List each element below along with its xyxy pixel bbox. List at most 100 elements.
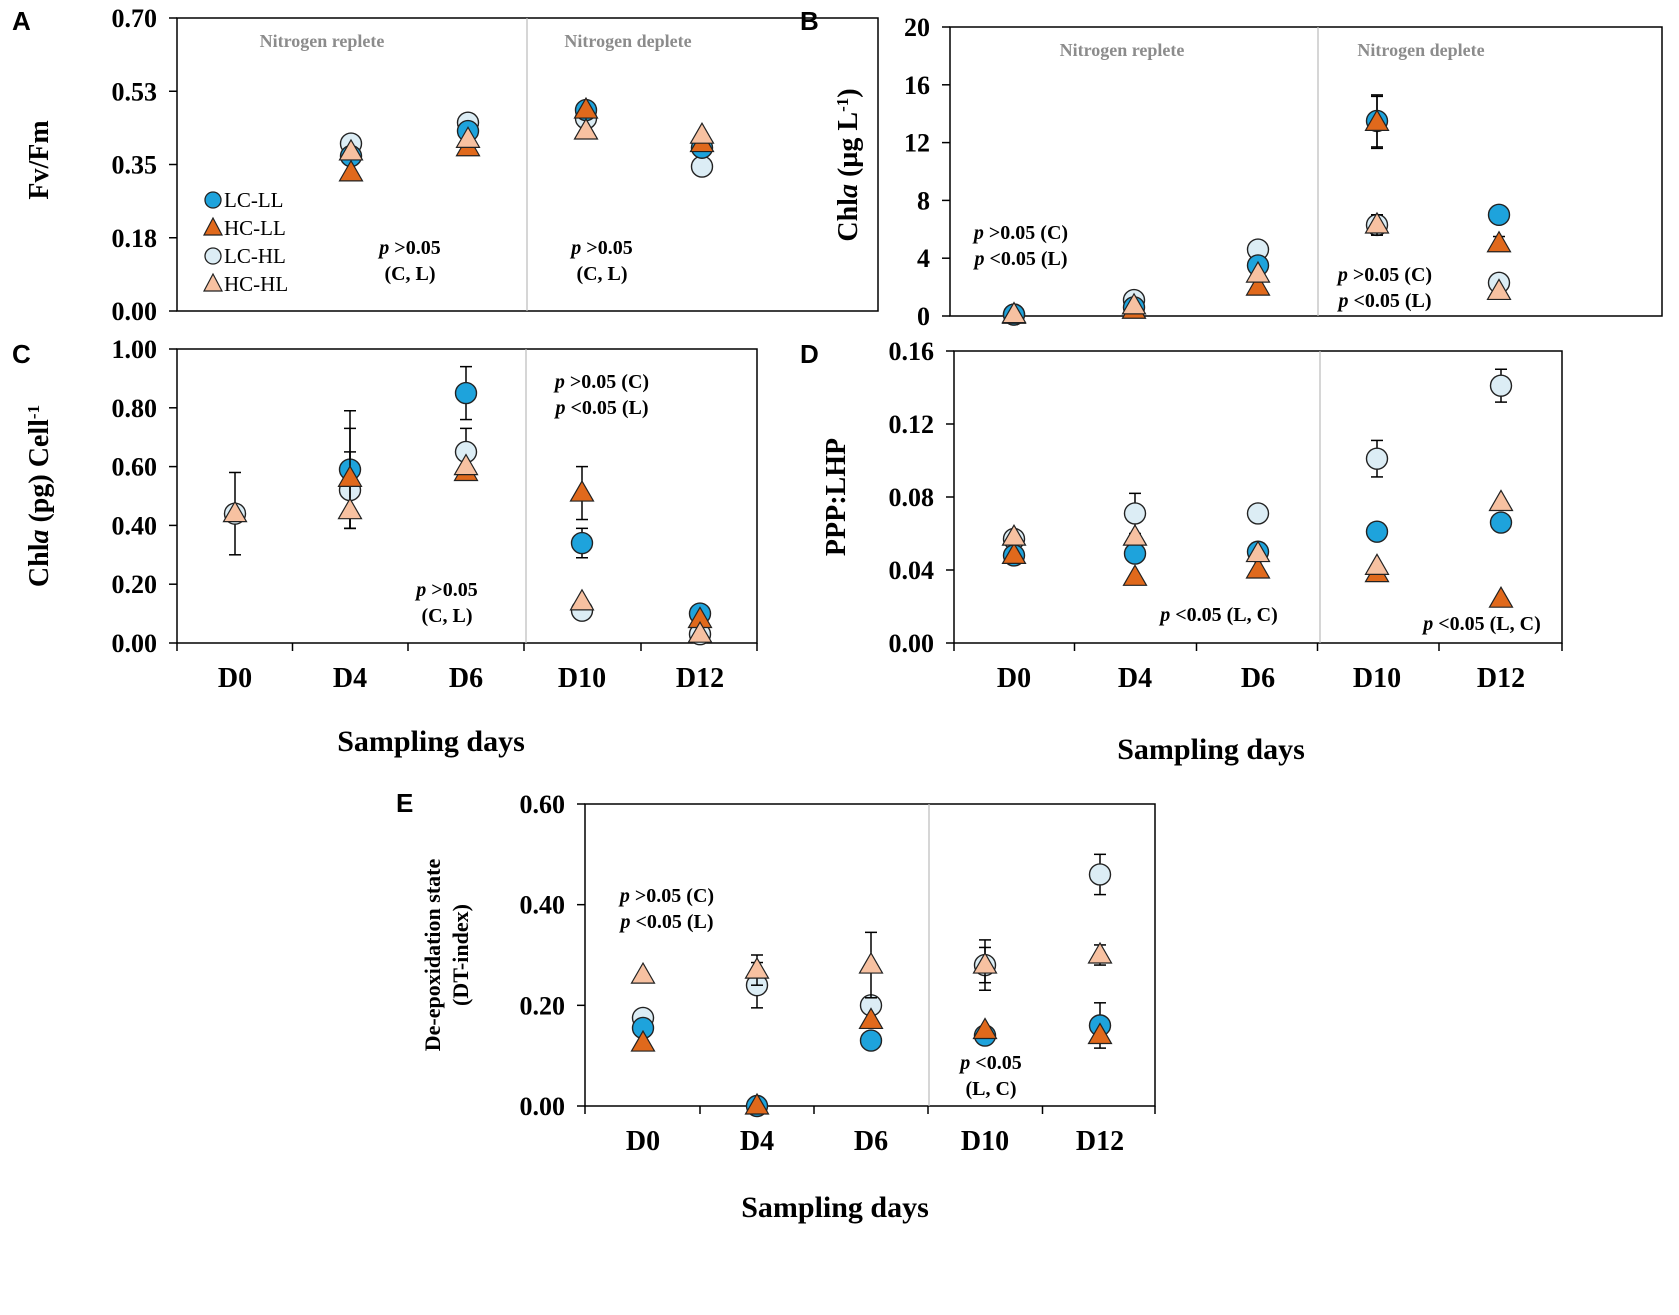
y-tick-label: 12	[904, 129, 930, 158]
y-tick-label: 0.00	[112, 629, 158, 658]
significance-annotation: p <0.05 (L)	[553, 397, 648, 419]
x-tick-label: D4	[333, 663, 367, 694]
x-tick-label: D12	[676, 663, 724, 694]
y-tick-label: 0.20	[520, 991, 566, 1020]
significance-annotation: p >0.05 (C)	[972, 222, 1068, 244]
annotation-text: <0.05 (L, C)	[1433, 613, 1541, 635]
point-hc-hl-d6	[455, 126, 481, 148]
point-lc-ll-d10	[1365, 520, 1389, 543]
annotation-text: >0.05	[426, 579, 477, 601]
point-hc-ll-d12	[1486, 230, 1512, 253]
annotation-text: <0.05 (L)	[984, 248, 1067, 270]
annotation-text: <0.05 (L)	[565, 397, 648, 419]
plot-frame	[953, 350, 1563, 644]
point-lc-hl-d4	[1123, 502, 1147, 525]
p-symbol: p	[1336, 290, 1348, 312]
annotation-text: (C, L)	[421, 605, 472, 627]
significance-annotation: p <0.05 (L)	[972, 248, 1067, 270]
p-symbol: p	[618, 911, 630, 933]
y-tick-label: 8	[917, 186, 930, 215]
significance-annotation: (L, C)	[965, 1078, 1016, 1100]
panel-D: D 0.00 0.04 0.08 0.12 0.16 D0 D4 D6 D10 D12 PPP:LHP…	[800, 337, 1563, 766]
region-label: Nitrogen replete	[260, 31, 385, 51]
annotation-text: <0.05 (L, C)	[1170, 604, 1278, 626]
point-hc-hl-d10	[1364, 553, 1390, 575]
region-label: Nitrogen deplete	[1357, 40, 1484, 60]
point-hc-hl-d4	[338, 138, 364, 161]
y-axis-title-part: -1	[24, 405, 43, 419]
point-hc-hl-d12	[1087, 941, 1113, 964]
y-axis-title-part: a	[24, 530, 55, 544]
legend-marker-hc-hl	[203, 272, 223, 292]
significance-annotation: (C, L)	[576, 263, 627, 285]
legend-label: HC-LL	[224, 216, 286, 240]
point-hc-hl-d6	[1245, 540, 1271, 563]
point-hc-hl-d12	[687, 620, 713, 643]
y-axis-title: PPP:LHP	[821, 438, 852, 556]
panel-C: C 0.00 0.20 0.40 0.60 0.80 1.00 D0 D4 D6 D10 D12 Chl…	[12, 335, 758, 758]
region-label: Nitrogen replete	[1060, 40, 1185, 60]
p-symbol: p	[618, 885, 630, 907]
y-axis-title-line: De-epoxidation state	[420, 859, 445, 1052]
point-hc-ll-d10	[569, 479, 595, 502]
panel-letter: D	[800, 339, 819, 369]
significance-annotation: p <0.05 (L)	[1336, 290, 1431, 312]
annotation-text: <0.05 (L)	[630, 911, 713, 933]
plot-frame	[949, 26, 1663, 317]
point-hc-hl-d12	[1486, 278, 1512, 301]
x-tick-label: D0	[218, 663, 252, 694]
x-tick-label: D6	[854, 1126, 888, 1157]
x-tick-label: D4	[740, 1126, 774, 1157]
significance-annotation: p <0.05	[958, 1052, 1021, 1074]
p-symbol: p	[972, 222, 984, 244]
y-tick-label: 0.60	[520, 790, 566, 819]
y-tick-label: 0.00	[889, 629, 935, 658]
significance-annotation: p <0.05 (L)	[618, 911, 713, 933]
point-lc-hl-d12	[1489, 374, 1513, 397]
legend-item: HC-LL	[203, 216, 286, 240]
x-tick-label: D6	[1241, 663, 1275, 694]
point-hc-ll-d6	[1245, 273, 1271, 296]
y-tick-label: 0.53	[112, 77, 158, 106]
y-tick-label: 0.20	[112, 570, 158, 599]
x-tick-label: D0	[997, 663, 1031, 694]
panel-letter: B	[800, 6, 819, 36]
y-axis-title-part: -1	[833, 98, 852, 112]
y-tick-label: 16	[904, 71, 930, 100]
point-hc-ll-d6	[858, 1007, 884, 1030]
point-hc-ll-d12	[1488, 585, 1514, 608]
y-tick-label: 0	[917, 302, 930, 331]
legend-marker-lc-ll	[204, 191, 222, 209]
annotation-text: <0.05 (L)	[1348, 290, 1431, 312]
point-hc-hl-d6	[858, 951, 884, 974]
panel-B: B 0 4 8 12 16 20 Chla (µg L-1) Nitrogen replete N…	[800, 6, 1663, 331]
x-tick-label: D10	[961, 1126, 1009, 1157]
region-label: Nitrogen deplete	[564, 31, 691, 51]
annotation-text: >0.05	[389, 237, 440, 259]
y-axis-title: De-epoxidation state (DT-index)	[420, 859, 473, 1052]
y-tick-label: 0.70	[112, 4, 158, 33]
y-axis-title-part: a	[833, 184, 864, 198]
annotation-text: >0.05 (C)	[565, 371, 649, 393]
x-tick-label: D4	[1118, 663, 1152, 694]
x-tick-label: D10	[558, 663, 606, 694]
annotation-text: >0.05 (C)	[630, 885, 714, 907]
y-axis-title-part: (µg L	[833, 112, 864, 184]
panel-letter: A	[12, 6, 31, 36]
point-hc-hl-d12	[1488, 489, 1514, 512]
point-hc-hl-d0	[1001, 301, 1027, 324]
annotation-text: (C, L)	[576, 263, 627, 285]
p-symbol: p	[553, 371, 565, 393]
p-symbol: p	[377, 237, 389, 259]
x-axis-title: Sampling days	[741, 1191, 929, 1224]
y-tick-label: 0.35	[112, 151, 158, 180]
point-hc-ll-d4	[744, 1092, 770, 1115]
y-axis-title-part: )	[833, 88, 864, 97]
y-tick-label: 0.40	[112, 511, 158, 540]
p-symbol: p	[553, 397, 565, 419]
annotation-text: (L, C)	[965, 1078, 1016, 1100]
point-hc-hl-d0	[1001, 523, 1027, 546]
point-lc-hl-d6	[1246, 502, 1270, 525]
p-symbol: p	[1421, 613, 1433, 635]
